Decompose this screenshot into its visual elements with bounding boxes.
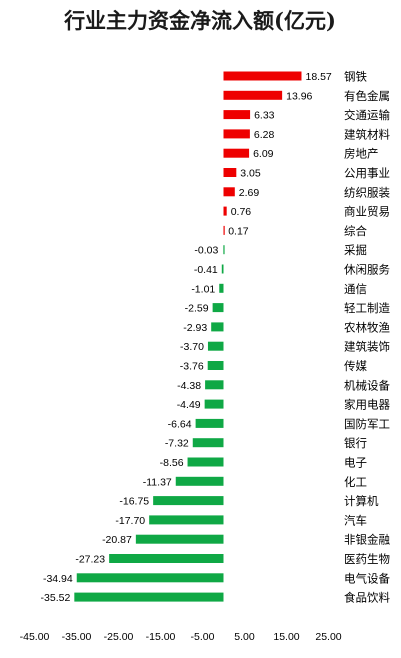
bar-4 [223, 129, 250, 139]
value-label-4: 6.28 [254, 129, 275, 141]
value-label-18: -4.49 [177, 399, 201, 411]
bar-13 [212, 303, 224, 313]
category-label-22: 化工 [344, 475, 367, 489]
category-label-2: 有色金属 [344, 89, 390, 103]
value-label-17: -4.38 [177, 380, 201, 392]
bar-11 [221, 264, 224, 274]
value-label-28: -35.52 [41, 592, 71, 604]
bar-24 [149, 515, 224, 525]
bar-17 [205, 380, 224, 390]
category-label-21: 电子 [344, 456, 367, 470]
bar-23 [153, 496, 224, 506]
category-label-19: 国防军工 [344, 417, 390, 431]
value-label-24: -17.70 [115, 515, 145, 527]
category-label-27: 电气设备 [344, 571, 390, 585]
category-label-15: 建筑装饰 [344, 340, 390, 354]
x-tick-label-7: 15.00 [273, 631, 299, 643]
bar-28 [74, 592, 224, 602]
value-label-21: -8.56 [160, 457, 184, 469]
category-label-17: 机械设备 [344, 378, 390, 392]
bar-25 [135, 534, 224, 544]
category-label-9: 综合 [344, 224, 367, 238]
value-label-26: -27.23 [75, 554, 105, 566]
bar-1 [223, 71, 302, 81]
bar-10 [223, 245, 225, 255]
bar-5 [223, 148, 250, 158]
value-label-10: -0.03 [194, 245, 218, 257]
category-label-11: 休闲服务 [344, 263, 390, 277]
category-label-5: 房地产 [344, 147, 379, 161]
x-tick-label-6: 5.00 [234, 631, 255, 643]
x-tick-label-4: -15.00 [146, 631, 176, 643]
bar-27 [76, 573, 224, 583]
category-label-25: 非银金融 [344, 533, 390, 547]
category-label-28: 食品饮料 [344, 591, 390, 605]
value-label-5: 6.09 [253, 148, 274, 160]
value-label-13: -2.59 [185, 303, 209, 315]
x-tick-label-3: -25.00 [104, 631, 134, 643]
bar-9 [223, 225, 225, 235]
chart-title: 行业主力资金净流入额(亿元) [63, 8, 336, 33]
value-label-1: 18.57 [305, 71, 331, 83]
category-label-3: 交通运输 [344, 108, 390, 122]
category-label-1: 钢铁 [344, 70, 367, 84]
category-label-13: 轻工制造 [344, 301, 390, 315]
bar-6 [223, 168, 237, 177]
category-label-16: 传媒 [344, 359, 367, 373]
bars-layer: 18.57 钢铁 13.96 有色金属 6.33 交通运输 6.28 建筑材料 6.09 房地产 3… [20, 70, 391, 644]
value-label-11: -0.41 [194, 264, 218, 276]
bar-16 [207, 361, 224, 370]
value-label-6: 3.05 [240, 168, 261, 180]
value-label-12: -1.01 [191, 283, 215, 295]
value-label-22: -11.37 [143, 476, 172, 488]
bar-18 [204, 399, 224, 409]
value-label-20: -7.32 [165, 438, 189, 450]
category-label-20: 银行 [344, 436, 367, 450]
bar-21 [187, 457, 224, 467]
category-label-24: 汽车 [344, 513, 367, 527]
value-label-9: 0.17 [228, 225, 249, 237]
bar-19 [195, 418, 224, 428]
bar-22 [175, 476, 224, 486]
bar-26 [109, 554, 224, 563]
bar-15 [207, 341, 224, 351]
bar-14 [211, 322, 224, 332]
category-label-6: 公用事业 [344, 166, 390, 180]
category-label-14: 农林牧渔 [344, 320, 390, 334]
x-tick-label-5: -5.00 [191, 631, 215, 643]
category-label-10: 采掘 [344, 243, 367, 257]
category-label-12: 通信 [344, 282, 367, 296]
x-tick-label-8: 25.00 [315, 631, 341, 643]
value-label-14: -2.93 [183, 322, 207, 334]
value-label-23: -16.75 [119, 496, 149, 508]
category-label-7: 纺织服装 [344, 185, 390, 199]
bar-7 [223, 187, 235, 197]
value-label-2: 13.96 [286, 90, 312, 102]
bar-3 [223, 110, 251, 120]
value-label-25: -20.87 [102, 534, 132, 546]
bar-8 [223, 206, 227, 216]
category-label-23: 计算机 [344, 494, 379, 508]
bar-2 [223, 90, 283, 100]
category-label-8: 商业贸易 [344, 205, 390, 219]
category-label-18: 家用电器 [344, 398, 390, 412]
x-tick-label-2: -35.00 [62, 631, 92, 643]
value-label-27: -34.94 [43, 573, 73, 585]
bar-20 [192, 438, 224, 448]
value-label-19: -6.64 [168, 418, 192, 430]
bar-12 [219, 283, 224, 293]
value-label-16: -3.76 [180, 361, 204, 373]
x-tick-label-1: -45.00 [20, 631, 50, 643]
value-label-3: 6.33 [254, 110, 275, 122]
category-label-4: 建筑材料 [344, 127, 390, 141]
value-label-15: -3.70 [180, 341, 204, 353]
value-label-8: 0.76 [231, 206, 252, 218]
category-label-26: 医药生物 [344, 552, 390, 566]
value-label-7: 2.69 [239, 187, 260, 199]
